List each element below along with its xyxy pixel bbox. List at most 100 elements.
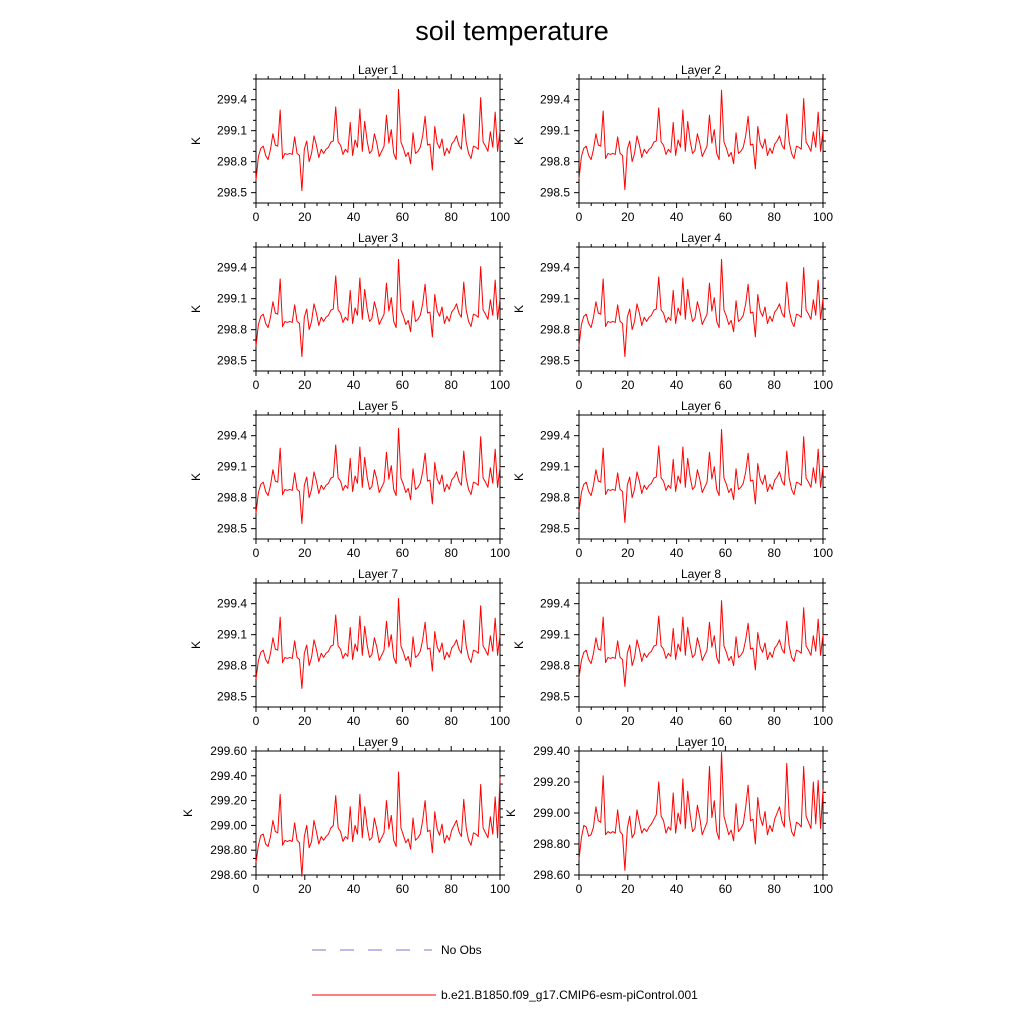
plot-frame — [255, 582, 501, 708]
x-tick-label: 100 — [813, 882, 833, 896]
y-axis-label: K — [512, 641, 526, 649]
x-tick-label: 20 — [621, 546, 635, 560]
y-tick-label: 299.4 — [217, 429, 247, 443]
x-tick-label: 0 — [576, 210, 583, 224]
x-tick-label: 0 — [576, 714, 583, 728]
panel-layer-1: Layer 1 0 20 40 60 80 100 298.5 298.8 299.1 299.4 K — [189, 63, 510, 224]
y-tick-label: 299.4 — [540, 261, 570, 275]
y-tick-label: 299.1 — [217, 628, 247, 642]
x-tick-label: 40 — [670, 714, 684, 728]
x-tick-label: 40 — [347, 546, 361, 560]
y-tick-label: 298.5 — [217, 690, 247, 704]
x-tick-label: 60 — [719, 882, 733, 896]
y-tick-label: 298.80 — [210, 843, 247, 857]
x-tick-label: 60 — [719, 210, 733, 224]
x-tick-label: 60 — [396, 714, 410, 728]
x-tick-label: 0 — [253, 378, 260, 392]
series-line — [578, 752, 824, 871]
x-tick-label: 100 — [490, 378, 510, 392]
x-tick-label: 20 — [621, 714, 635, 728]
plot-frame — [255, 78, 501, 204]
panel-layer-10: Layer 10 0 20 40 60 80 100 298.60 298.80 299.00 29… — [504, 735, 833, 896]
x-tick-label: 60 — [719, 546, 733, 560]
x-tick-label: 60 — [396, 882, 410, 896]
y-tick-label: 298.5 — [540, 354, 570, 368]
y-tick-label: 298.8 — [540, 659, 570, 673]
y-tick-label: 298.5 — [217, 186, 247, 200]
y-tick-label: 299.4 — [217, 261, 247, 275]
panels-grid: Layer 10 20 40 60 80 100 298.5 298.8 299.1 299.4 K… — [181, 63, 833, 896]
y-axis-label: K — [189, 137, 203, 145]
x-tick-label: 80 — [768, 546, 782, 560]
y-tick-label: 299.4 — [540, 429, 570, 443]
panel-title: Layer 9 — [358, 735, 398, 749]
x-tick-label: 0 — [576, 378, 583, 392]
y-tick-label: 298.8 — [540, 155, 570, 169]
x-tick-label: 40 — [670, 378, 684, 392]
y-axis-label: K — [189, 641, 203, 649]
plot-frame — [578, 414, 824, 540]
plot-frame — [578, 582, 824, 708]
panel-layer-9: Layer 9 0 20 40 60 80 100 298.60 298.80 299.00 299… — [181, 735, 510, 896]
x-tick-label: 20 — [298, 378, 312, 392]
y-tick-label: 299.1 — [540, 460, 570, 474]
y-tick-label: 298.60 — [210, 868, 247, 882]
series-line — [255, 771, 501, 877]
panel-layer-2: Layer 2 0 20 40 60 80 100 298.5 298.8 299.1 299.4 K — [512, 63, 833, 224]
x-tick-label: 40 — [347, 714, 361, 728]
x-tick-label: 20 — [621, 378, 635, 392]
panel-title: Layer 2 — [681, 63, 721, 77]
panel-layer-5: Layer 5 0 20 40 60 80 100 298.5 298.8 299.1 299.4 K — [189, 399, 510, 560]
y-tick-label: 299.20 — [210, 794, 247, 808]
y-axis-label: K — [512, 137, 526, 145]
x-tick-label: 40 — [347, 378, 361, 392]
x-tick-label: 0 — [253, 882, 260, 896]
y-tick-label: 298.5 — [217, 522, 247, 536]
x-tick-label: 20 — [621, 882, 635, 896]
x-tick-label: 80 — [768, 882, 782, 896]
y-axis-label: K — [512, 473, 526, 481]
panel-title: Layer 10 — [678, 735, 725, 749]
y-tick-label: 299.4 — [217, 597, 247, 611]
y-tick-label: 298.5 — [540, 690, 570, 704]
legend-label-model: b.e21.B1850.f09_g17.CMIP6-esm-piControl.… — [441, 988, 698, 1002]
x-tick-label: 0 — [253, 210, 260, 224]
panel-layer-4: Layer 4 0 20 40 60 80 100 298.5 298.8 299.1 299.4 K — [512, 231, 833, 392]
legend-label-no-obs: No Obs — [441, 943, 482, 957]
x-tick-label: 60 — [396, 378, 410, 392]
panel-title: Layer 5 — [358, 399, 398, 413]
y-tick-label: 299.1 — [540, 124, 570, 138]
series-line — [578, 600, 824, 687]
plot-frame — [255, 414, 501, 540]
panel-layer-8: Layer 8 0 20 40 60 80 100 298.5 298.8 299.1 299.4 K — [512, 567, 833, 728]
y-tick-label: 298.8 — [540, 491, 570, 505]
x-tick-label: 40 — [670, 546, 684, 560]
x-tick-label: 80 — [445, 546, 459, 560]
y-tick-label: 299.40 — [210, 769, 247, 783]
y-tick-label: 298.8 — [217, 155, 247, 169]
y-axis-label: K — [189, 305, 203, 313]
x-tick-label: 40 — [670, 882, 684, 896]
y-tick-label: 299.1 — [217, 292, 247, 306]
y-tick-label: 298.8 — [217, 659, 247, 673]
figure-title: soil temperature — [415, 16, 609, 46]
x-tick-label: 80 — [768, 714, 782, 728]
y-tick-label: 298.5 — [540, 522, 570, 536]
x-tick-label: 40 — [347, 882, 361, 896]
panel-title: Layer 7 — [358, 567, 398, 581]
x-tick-label: 80 — [445, 714, 459, 728]
plot-frame — [578, 246, 824, 372]
x-tick-label: 60 — [396, 546, 410, 560]
x-tick-label: 0 — [253, 714, 260, 728]
x-tick-label: 20 — [298, 714, 312, 728]
y-tick-label: 299.4 — [217, 93, 247, 107]
x-tick-label: 100 — [490, 210, 510, 224]
x-tick-label: 60 — [719, 714, 733, 728]
y-tick-label: 299.1 — [217, 460, 247, 474]
x-tick-label: 40 — [347, 210, 361, 224]
y-tick-label: 299.00 — [210, 818, 247, 832]
legend: No Obs b.e21.B1850.f09_g17.CMIP6-esm-piC… — [312, 943, 698, 1002]
x-tick-label: 20 — [298, 546, 312, 560]
panel-title: Layer 8 — [681, 567, 721, 581]
y-tick-label: 299.1 — [540, 628, 570, 642]
